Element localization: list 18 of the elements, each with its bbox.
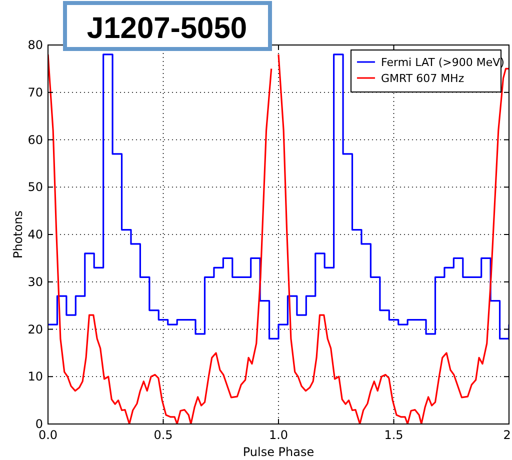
- chart-title: J1207-5050: [86, 12, 248, 45]
- x-tick-label: 2.: [503, 428, 512, 442]
- x-tick-label: 1.5: [384, 428, 404, 442]
- x-tick-label: 0.0: [38, 428, 58, 442]
- y-tick-label: 70: [28, 85, 43, 100]
- y-tick-label: 60: [28, 132, 43, 147]
- x-tick-label: 0.5: [154, 428, 173, 442]
- y-tick-label: 0: [35, 417, 43, 431]
- y-tick-label: 30: [28, 274, 43, 289]
- y-tick-label: 10: [28, 370, 43, 384]
- y-axis-title: Photons: [11, 210, 25, 259]
- legend-label: GMRT 607 MHz: [381, 72, 464, 85]
- y-tick-label: 40: [28, 228, 43, 242]
- y-tick-label: 20: [28, 322, 43, 336]
- x-tick-label: 1.0: [268, 428, 288, 442]
- y-tick-label: 50: [28, 180, 43, 194]
- y-tick-label: 80: [28, 38, 43, 52]
- x-axis-title: Pulse Phase: [242, 445, 314, 459]
